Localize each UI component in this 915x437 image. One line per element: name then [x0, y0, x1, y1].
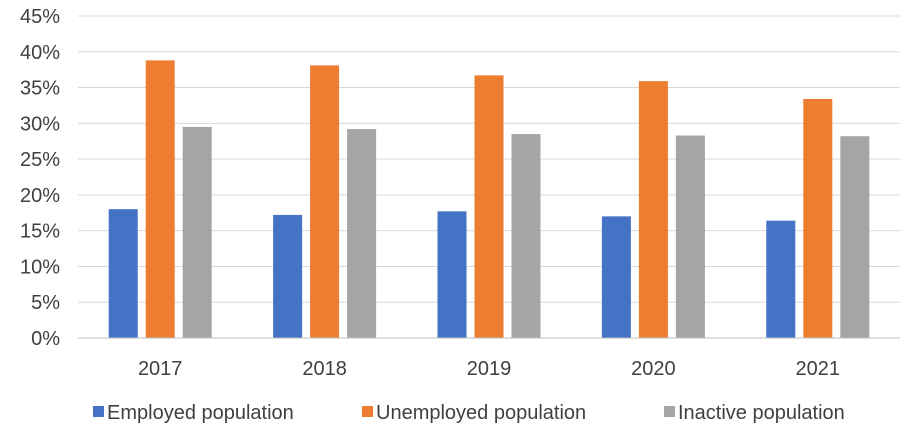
y-tick-label: 0%	[31, 328, 60, 350]
bar-unemployed-population-2020	[638, 81, 668, 339]
bar-unemployed-population-2019	[474, 75, 504, 338]
legend: Employed population Unemployed population…	[93, 402, 845, 424]
y-tick-label: 45%	[20, 6, 60, 28]
bar-employed-population-2018	[273, 214, 303, 338]
bar-inactive-population-2018	[347, 129, 377, 338]
y-tick-label: 5%	[31, 292, 60, 314]
bar-inactive-population-2017	[182, 126, 212, 339]
x-tick-label: 2020	[631, 358, 676, 380]
bar-employed-population-2019	[437, 211, 467, 338]
y-tick-label: 20%	[20, 185, 60, 207]
bars	[108, 60, 870, 339]
legend-label: Employed population	[107, 402, 294, 424]
bar-unemployed-population-2017	[145, 60, 175, 339]
legend-swatch	[664, 406, 675, 417]
y-tick-label: 40%	[20, 42, 60, 64]
bar-employed-population-2021	[766, 220, 796, 338]
legend-label: Inactive population	[678, 402, 845, 424]
bar-employed-population-2017	[108, 209, 138, 338]
bar-inactive-population-2021	[840, 136, 870, 338]
y-tick-label: 10%	[20, 256, 60, 278]
legend-swatch	[362, 406, 373, 417]
x-tick-label: 2018	[302, 358, 347, 380]
y-tick-label: 25%	[20, 149, 60, 171]
y-axis-tick-labels: 0% 5% 10% 15% 20% 25% 30% 35% 40% 45%	[20, 6, 60, 350]
x-tick-label: 2019	[467, 358, 512, 380]
bar-unemployed-population-2021	[803, 99, 833, 338]
legend-swatch	[93, 406, 104, 417]
x-tick-label: 2017	[138, 358, 183, 380]
y-tick-label: 15%	[20, 221, 60, 243]
bar-inactive-population-2020	[675, 135, 705, 338]
x-axis-tick-labels: 2017 2018 2019 2020 2021	[138, 358, 840, 380]
bar-employed-population-2020	[601, 216, 631, 338]
legend-label: Unemployed population	[376, 402, 586, 424]
y-tick-label: 35%	[20, 78, 60, 100]
x-tick-label: 2021	[796, 358, 841, 380]
y-tick-label: 30%	[20, 113, 60, 135]
bar-unemployed-population-2018	[310, 65, 340, 338]
bar-inactive-population-2019	[511, 134, 541, 338]
